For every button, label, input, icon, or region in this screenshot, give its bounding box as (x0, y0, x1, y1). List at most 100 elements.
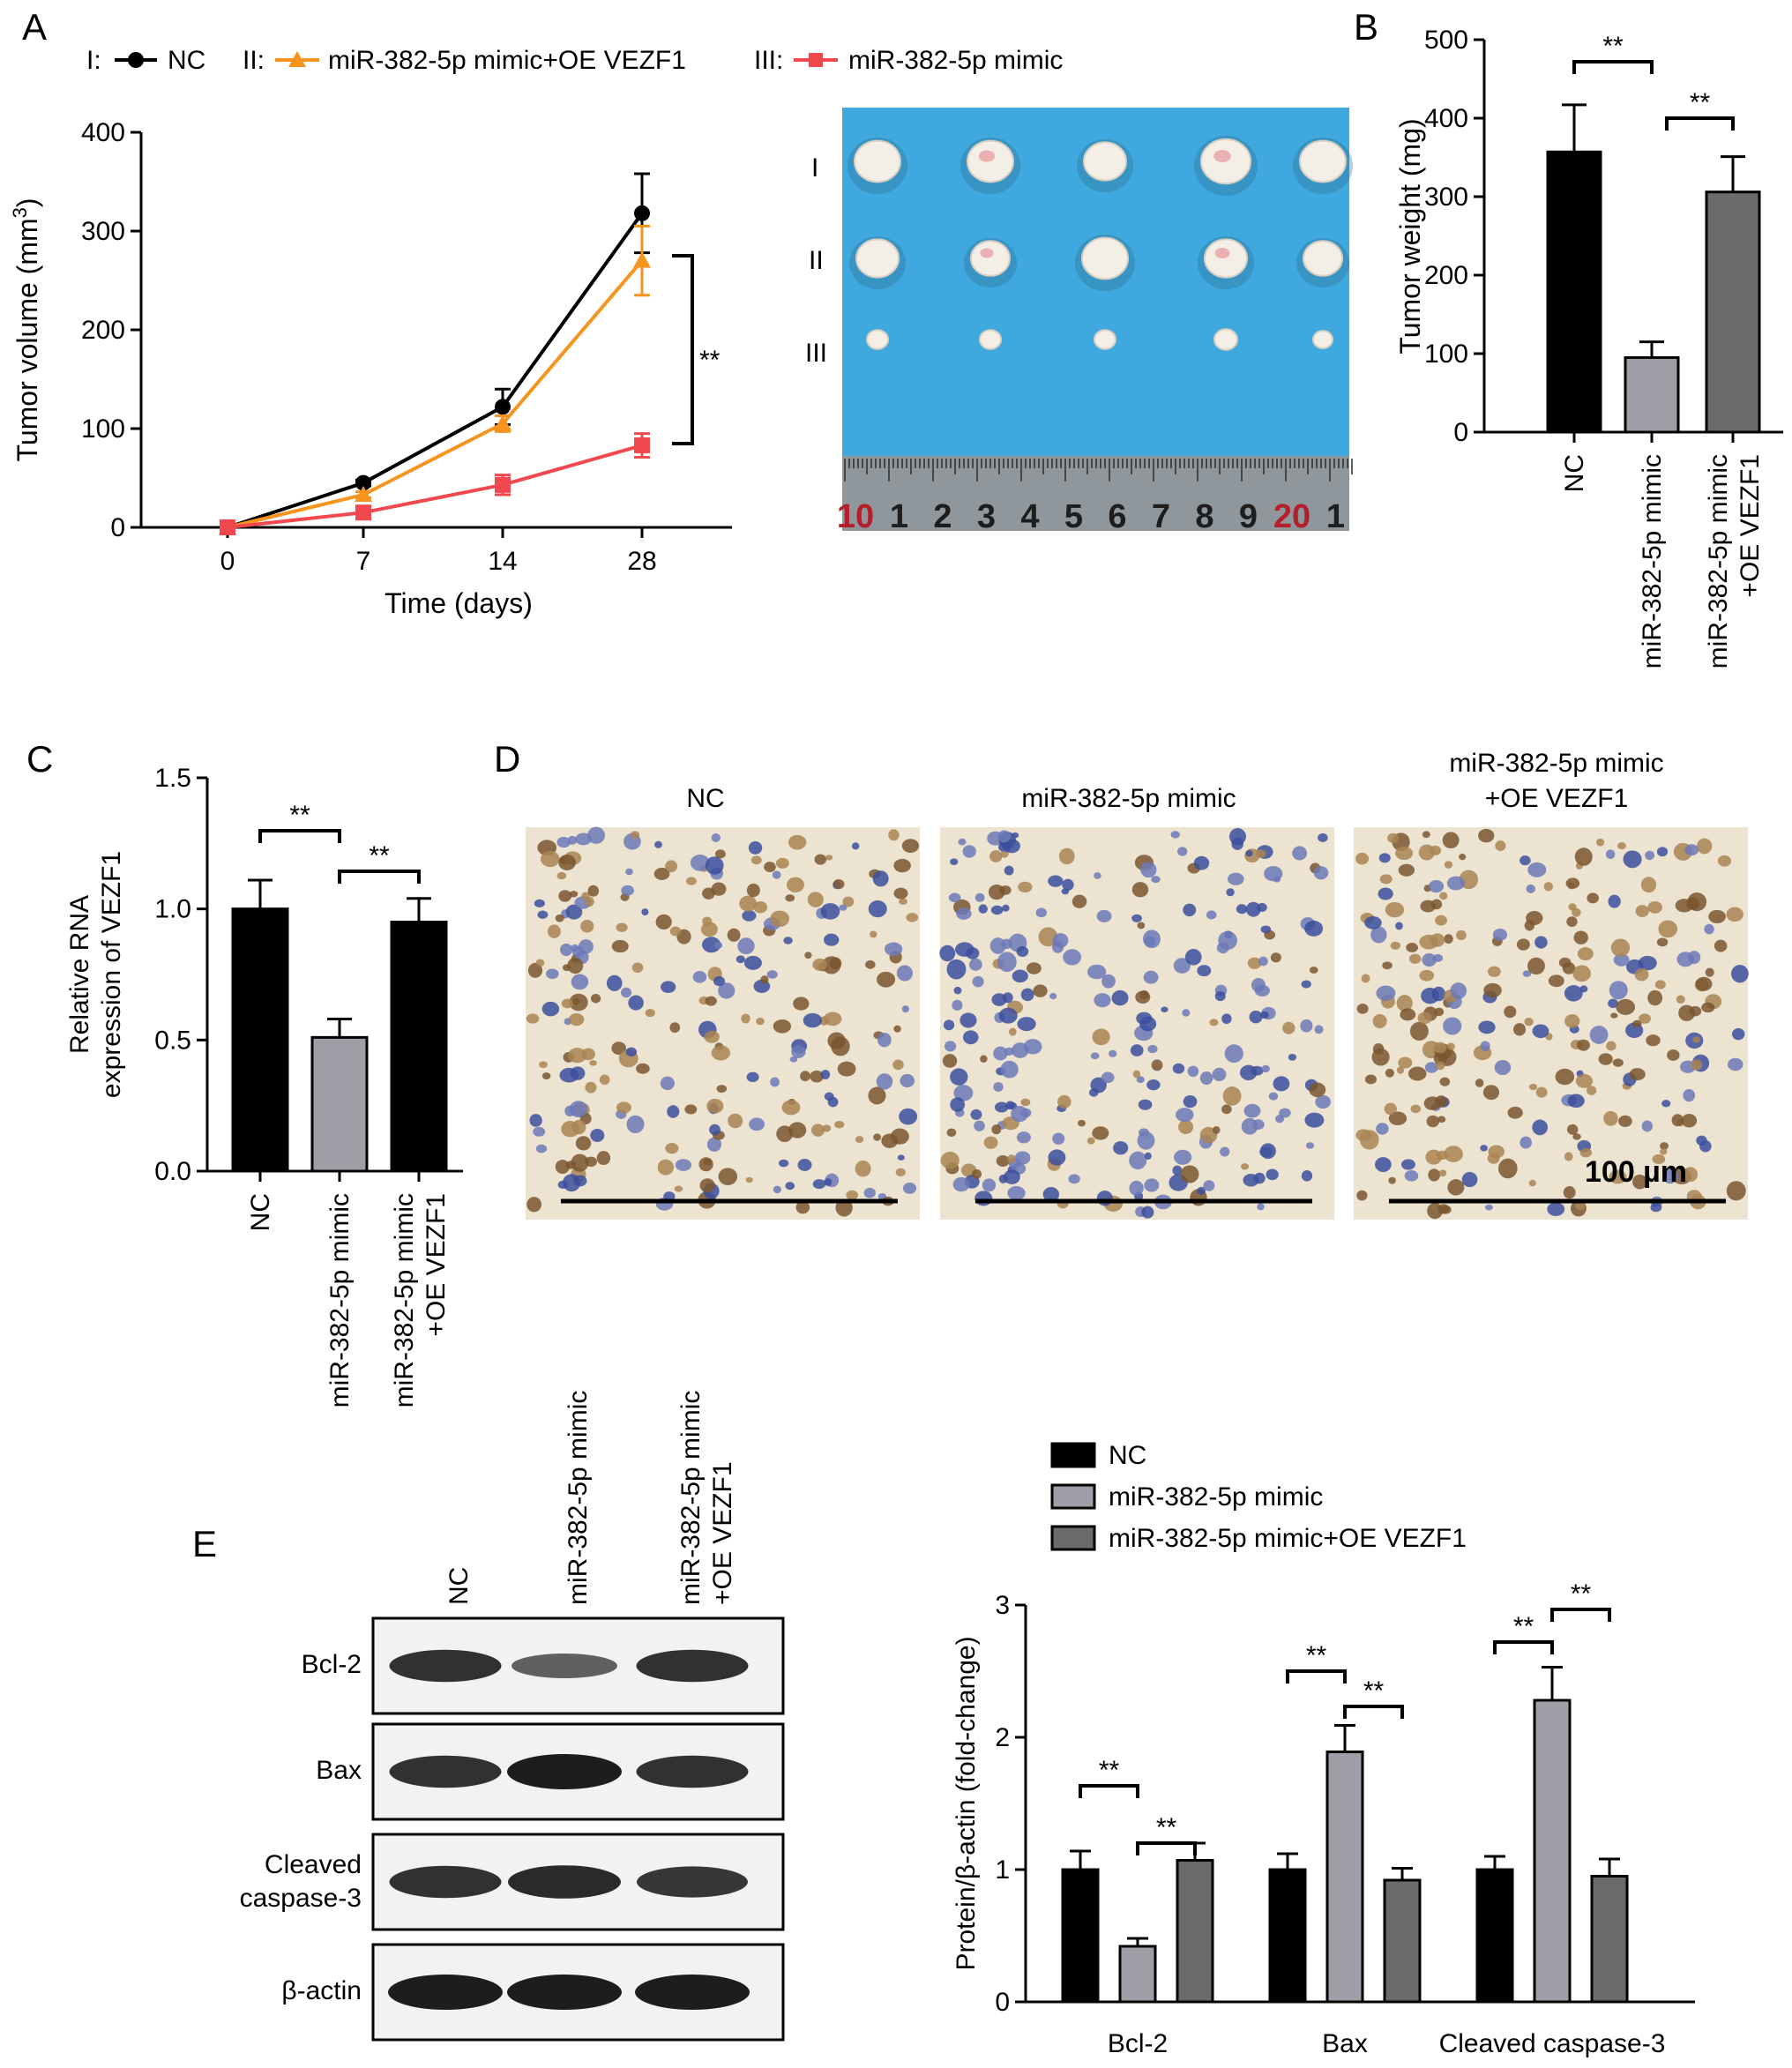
ihc-nucleus (578, 939, 594, 954)
ihc-nucleus (989, 850, 1003, 862)
ihc-nucleus (621, 987, 632, 998)
ihc-nucleus (1002, 904, 1010, 912)
ihc-nucleus (953, 986, 962, 995)
ihc-nucleus (665, 1142, 679, 1154)
ihc-nucleus (820, 903, 840, 920)
ihc-nucleus (1430, 933, 1445, 947)
blot-lane-label-1: NC (444, 1567, 474, 1605)
ihc-nucleus (1268, 1092, 1279, 1101)
x-tick-label-b: miR-382-5p mimic +OE VEZF1 (1704, 454, 1765, 668)
ihc-nucleus (899, 898, 907, 905)
ihc-nucleus (1487, 966, 1501, 977)
ihc-nucleus (1691, 1059, 1703, 1071)
ihc-nucleus (571, 944, 579, 952)
significance-b-2-bracket (1665, 116, 1735, 131)
ihc-nucleus (1057, 1094, 1071, 1109)
ihc-nucleus (1184, 949, 1202, 966)
ihc-nucleus (1516, 938, 1530, 951)
ihc-nucleus (705, 996, 717, 1006)
ihc-nucleus (1400, 1008, 1416, 1021)
ihc-nucleus (1090, 1077, 1107, 1094)
ihc-nucleus (1428, 1168, 1441, 1182)
ihc-nucleus (1631, 1019, 1642, 1028)
ihc-nucleus (575, 1136, 592, 1151)
ihc-nucleus (1356, 1190, 1368, 1201)
ihc-nucleus (1183, 1095, 1198, 1109)
ihc-nucleus (900, 1073, 915, 1088)
ihc-nucleus (1151, 1059, 1163, 1071)
ihc-nucleus (997, 830, 1011, 843)
y-tick-label-e: 1 (995, 1855, 1010, 1885)
ihc-nucleus (980, 1055, 988, 1063)
ihc-nucleus (834, 1121, 845, 1129)
ihc-nucleus (743, 955, 762, 970)
ruler-number: 1 (890, 498, 908, 535)
ihc-nucleus (827, 1032, 846, 1049)
ihc-nucleus (1431, 986, 1446, 1002)
ihc-nucleus (716, 1085, 728, 1094)
ihc-nucleus (1519, 1136, 1533, 1149)
ihc-nucleus (888, 829, 900, 841)
ihc-nucleus (1012, 969, 1028, 983)
ihc-nucleus (1494, 1060, 1512, 1075)
ihc-nucleus (1058, 847, 1075, 865)
data-point-triangle (494, 414, 511, 431)
ihc-nucleus (1662, 1168, 1678, 1184)
ihc-nucleus (991, 1124, 1002, 1135)
ihc-nucleus (728, 1113, 743, 1129)
ihc-nucleus (655, 914, 672, 929)
ihc-nucleus (1436, 1061, 1445, 1071)
ihc-nucleus (1182, 1009, 1191, 1017)
ihc-nucleus (1078, 1119, 1086, 1127)
ihc-nucleus (824, 1092, 834, 1101)
bar-e-3-2 (1533, 1698, 1572, 2004)
ihc-nucleus (1434, 1007, 1445, 1017)
bar-b-1 (1546, 150, 1602, 434)
ihc-nucleus (946, 1128, 957, 1138)
ihc-nucleus (621, 885, 634, 896)
ihc-nucleus (1131, 914, 1142, 922)
ihc-nucleus (1565, 877, 1580, 889)
ihc-nucleus (692, 971, 707, 983)
ihc-nucleus (1596, 838, 1605, 847)
ihc-nucleus (956, 907, 972, 920)
blot-label-1: Bcl-2 (302, 1650, 362, 1679)
ihc-nucleus (770, 1077, 780, 1087)
ihc-nucleus (1007, 1154, 1016, 1164)
ihc-nucleus (1681, 1113, 1698, 1128)
ihc-nucleus (776, 1125, 794, 1143)
ihc-nucleus (1090, 1052, 1100, 1060)
ihc-nucleus (1684, 844, 1699, 856)
ihc-nucleus (669, 926, 682, 937)
ihc-nucleus (1236, 904, 1248, 915)
y-tick-label-e: 0 (995, 1988, 1010, 2017)
significance-c-2-bracket (338, 870, 421, 884)
ihc-nucleus (706, 1137, 721, 1152)
ihc-nucleus (1221, 1013, 1232, 1025)
ihc-nucleus (1629, 1068, 1646, 1081)
ihc-nucleus (1146, 1079, 1161, 1091)
ihc-nucleus (587, 885, 600, 897)
ihc-nucleus (1170, 831, 1181, 839)
significance-e-1-bracket (1079, 1784, 1139, 1798)
blot-label-3: Cleaved caspase-3 (240, 1850, 362, 1913)
ihc-nucleus (1558, 957, 1572, 968)
ihc-nucleus (1685, 897, 1700, 910)
ihc-nucleus (1062, 878, 1074, 891)
ihc-nucleus (1361, 974, 1370, 983)
ihc-nucleus (781, 1100, 801, 1116)
ihc-nucleus (1437, 1116, 1446, 1124)
ihc-nucleus (1009, 1027, 1017, 1036)
ihc-nucleus (1701, 1002, 1715, 1013)
blot-strips: Bcl-2 Bax Cleaved caspase-3 β-actin (240, 1616, 785, 2042)
ihc-nucleus (1396, 1066, 1405, 1074)
ihc-nucleus (1528, 1083, 1538, 1090)
ihc-nucleus (1547, 1202, 1565, 1216)
ihc-nucleus (1129, 1151, 1147, 1170)
ihc-nucleus (870, 930, 877, 938)
ihc-nucleus (1400, 1159, 1415, 1170)
legend-a-label-2: miR-382-5p mimic+OE VEZF1 (328, 46, 686, 75)
ihc-nucleus (572, 997, 580, 1005)
ihc-nucleus (1395, 922, 1403, 930)
ihc-nucleus (1579, 1147, 1593, 1158)
